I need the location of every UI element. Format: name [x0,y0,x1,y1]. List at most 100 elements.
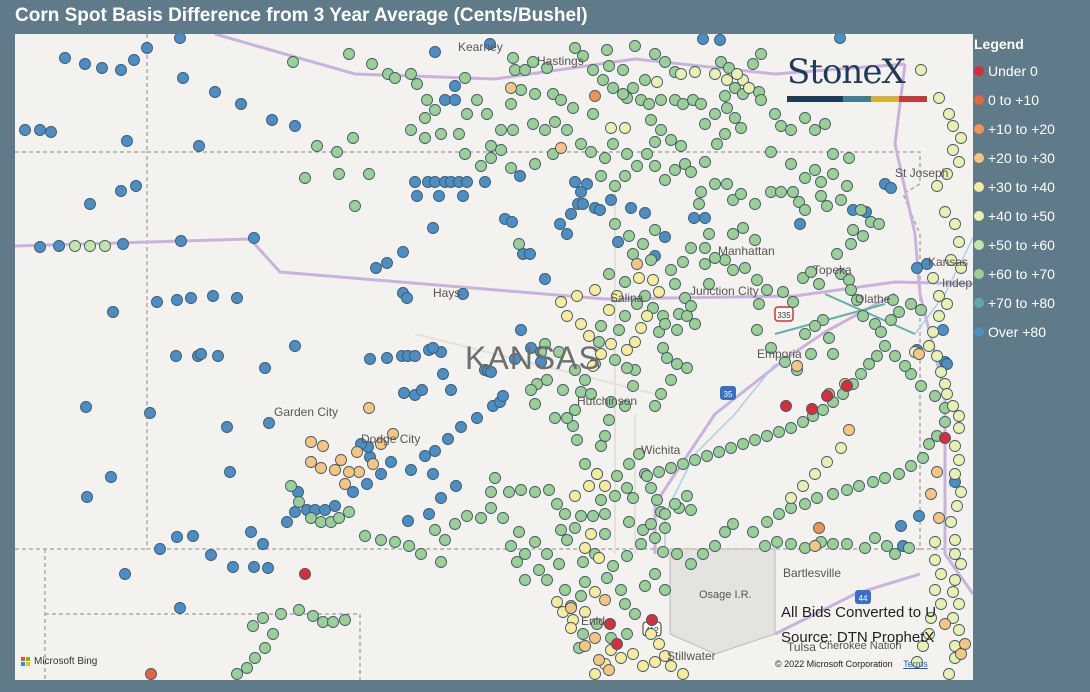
bid-marker[interactable] [787,186,799,198]
bid-marker[interactable] [627,380,639,392]
bid-marker[interactable] [549,412,561,424]
bid-marker[interactable] [711,138,723,150]
bid-marker[interactable] [185,292,197,304]
legend-item[interactable]: Over +80 [974,317,1055,346]
bid-marker[interactable] [879,340,891,352]
bid-marker[interactable] [485,152,497,164]
bid-marker[interactable] [713,446,725,458]
bid-marker[interactable] [529,398,541,410]
bid-marker[interactable] [623,230,635,242]
bid-marker[interactable] [793,196,805,208]
bid-marker[interactable] [631,258,643,270]
bid-marker[interactable] [935,598,947,610]
bid-marker[interactable] [495,124,507,136]
bid-marker[interactable] [645,482,657,494]
bid-marker[interactable] [937,324,949,336]
bid-marker[interactable] [375,438,387,450]
bid-marker[interactable] [489,472,501,484]
bid-marker[interactable] [677,256,689,268]
bid-marker[interactable] [633,448,645,460]
bid-marker[interactable] [619,170,631,182]
bid-marker[interactable] [935,568,947,580]
bid-marker[interactable] [559,584,571,596]
bid-marker[interactable] [799,542,811,554]
bid-marker[interactable] [761,284,773,296]
bid-marker[interactable] [611,290,623,302]
bid-marker[interactable] [415,548,427,560]
bid-marker[interactable] [19,124,31,136]
bid-marker[interactable] [729,112,741,124]
bid-marker[interactable] [799,172,811,184]
bid-marker[interactable] [579,606,591,618]
bid-marker[interactable] [527,56,539,68]
bid-marker[interactable] [577,628,589,640]
bid-marker[interactable] [671,324,683,336]
bid-marker[interactable] [657,546,669,558]
bid-marker[interactable] [821,390,833,402]
bid-marker[interactable] [885,314,897,326]
bid-marker[interactable] [931,466,943,478]
bid-marker[interactable] [144,407,156,419]
bid-marker[interactable] [721,178,733,190]
bid-marker[interactable] [929,584,941,596]
bid-marker[interactable] [361,478,373,490]
bid-marker[interactable] [649,400,661,412]
bid-marker[interactable] [855,204,867,216]
bid-marker[interactable] [389,72,401,84]
legend-item[interactable]: +40 to +50 [974,201,1055,230]
bid-marker[interactable] [657,342,669,354]
bid-marker[interactable] [797,480,809,492]
bid-marker[interactable] [827,538,839,550]
bid-marker[interactable] [419,132,431,144]
bid-marker[interactable] [121,135,133,147]
bid-marker[interactable] [154,543,166,555]
bid-marker[interactable] [555,94,567,106]
bid-marker[interactable] [639,74,651,86]
bid-marker[interactable] [485,502,497,514]
bid-marker[interactable] [677,458,689,470]
bid-marker[interactable] [429,445,441,457]
bid-marker[interactable] [929,554,941,566]
bid-marker[interactable] [266,114,278,126]
bid-marker[interactable] [519,64,531,76]
bid-marker[interactable] [911,656,923,668]
bid-marker[interactable] [212,350,224,362]
bid-marker[interactable] [611,638,623,650]
bid-marker[interactable] [915,380,927,392]
bid-marker[interactable] [703,228,715,240]
bid-marker[interactable] [827,168,839,180]
bid-marker[interactable] [787,296,799,308]
bid-marker[interactable] [401,292,413,304]
bid-marker[interactable] [579,542,591,554]
bid-marker[interactable] [617,64,629,76]
bid-marker[interactable] [529,158,541,170]
bid-marker[interactable] [794,218,806,230]
bid-marker[interactable] [791,360,803,372]
bid-marker[interactable] [289,120,301,132]
bid-marker[interactable] [485,366,497,378]
bid-marker[interactable] [949,574,961,586]
bid-marker[interactable] [773,508,785,520]
bid-marker[interactable] [581,178,593,190]
bid-marker[interactable] [579,640,591,652]
bid-marker[interactable] [751,274,763,286]
bid-marker[interactable] [947,400,959,412]
bid-marker[interactable] [621,148,633,160]
bid-marker[interactable] [641,310,653,322]
bid-marker[interactable] [681,362,693,374]
bid-marker[interactable] [195,348,207,360]
bid-marker[interactable] [515,484,527,496]
bid-marker[interactable] [329,500,341,512]
bid-marker[interactable] [809,320,821,332]
bid-marker[interactable] [347,132,359,144]
bid-marker[interactable] [119,568,131,580]
bid-marker[interactable] [603,414,615,426]
bid-marker[interactable] [595,320,607,332]
bid-marker[interactable] [370,262,382,274]
bid-marker[interactable] [953,156,965,168]
bid-marker[interactable] [815,176,827,188]
bid-marker[interactable] [651,76,663,88]
bid-marker[interactable] [419,112,431,124]
bid-marker[interactable] [595,440,607,452]
bid-marker[interactable] [579,458,591,470]
